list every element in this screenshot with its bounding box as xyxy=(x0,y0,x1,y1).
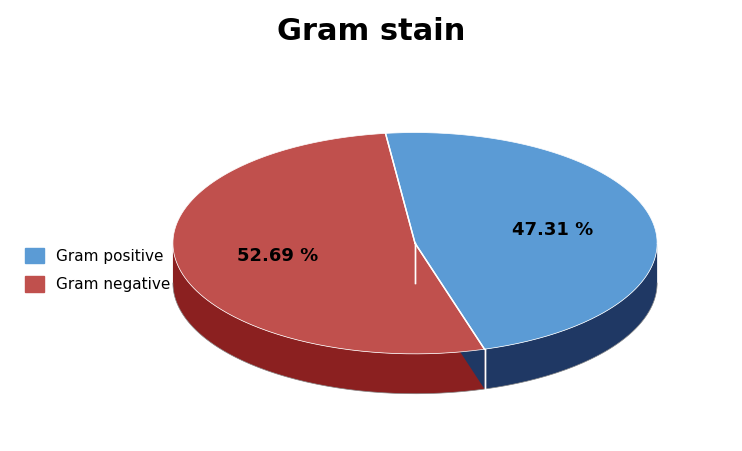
Text: 52.69 %: 52.69 % xyxy=(237,248,318,265)
Polygon shape xyxy=(415,243,485,389)
Legend: Gram positive, Gram negative: Gram positive, Gram negative xyxy=(19,242,177,298)
Text: Gram stain: Gram stain xyxy=(277,18,465,46)
Polygon shape xyxy=(173,133,485,354)
Polygon shape xyxy=(415,243,485,389)
Polygon shape xyxy=(173,245,485,394)
Polygon shape xyxy=(485,244,657,389)
Polygon shape xyxy=(386,133,657,349)
Text: 47.31 %: 47.31 % xyxy=(512,221,593,239)
